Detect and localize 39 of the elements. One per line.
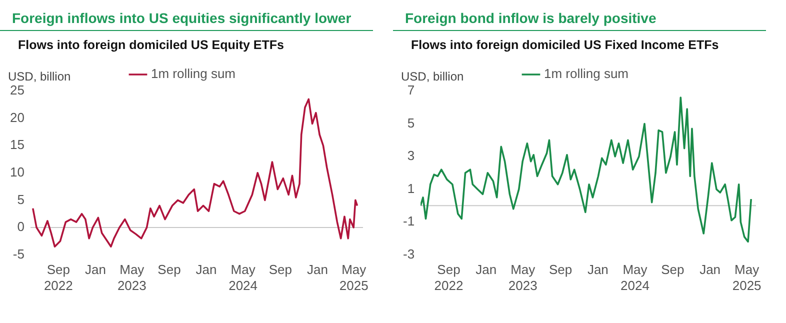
x-tick-label: Sep [661, 262, 684, 278]
legend-label: 1m rolling sum [544, 66, 629, 82]
x-tick-label: Sep [548, 262, 572, 278]
y-tick-label: 0 [17, 219, 24, 234]
x-tick-label: Sep 2022 [434, 262, 464, 293]
x-tick-label: Sep [268, 262, 292, 278]
x-tick-label: Sep 2022 [44, 262, 73, 293]
y-axis-title: USD, billion [401, 69, 464, 84]
x-tick-label: Jan [84, 262, 106, 278]
x-tick-label: May 2023 [508, 262, 538, 293]
chart-subtitle: Flows into foreign domiciled US Equity ETFs [17, 37, 285, 52]
y-tick-label: 7 [407, 82, 415, 98]
y-tick-label: 15 [10, 137, 24, 152]
y-tick-label: -5 [12, 246, 24, 262]
legend-label: 1m rolling sum [150, 66, 236, 82]
y-tick-label: 20 [10, 110, 24, 125]
y-tick-label: 3 [407, 148, 415, 164]
chart-title: Foreign inflows into US equities significantly lower [0, 0, 373, 31]
x-tick-label: May 2025 [732, 262, 762, 293]
x-tick-label: Sep [158, 262, 181, 278]
y-tick-label: -1 [402, 214, 415, 229]
x-tick-label: Jan [476, 262, 497, 278]
y-tick-label: 1 [407, 180, 415, 196]
y-tick-label: 5 [407, 115, 415, 130]
x-tick-label: Jan [700, 262, 721, 278]
y-tick-label: 5 [17, 192, 24, 207]
x-tick-label: May 2024 [228, 262, 258, 293]
x-tick-label: Jan [306, 262, 328, 278]
chart-subtitle: Flows into foreign domiciled US Fixed Income ETFs [410, 37, 720, 52]
x-tick-label: May 2023 [117, 262, 146, 293]
chart-title: Foreign bond inflow is barely positive [393, 0, 766, 31]
y-tick-label: 10 [10, 164, 24, 180]
x-tick-label: Jan [196, 262, 217, 278]
x-tick-label: May 2025 [339, 262, 368, 293]
y-tick-label: -3 [402, 246, 415, 262]
x-tick-label: May 2024 [620, 262, 650, 293]
x-tick-label: Jan [587, 262, 608, 278]
y-axis-title: USD, billion [8, 69, 71, 84]
y-tick-label: 25 [10, 82, 24, 98]
